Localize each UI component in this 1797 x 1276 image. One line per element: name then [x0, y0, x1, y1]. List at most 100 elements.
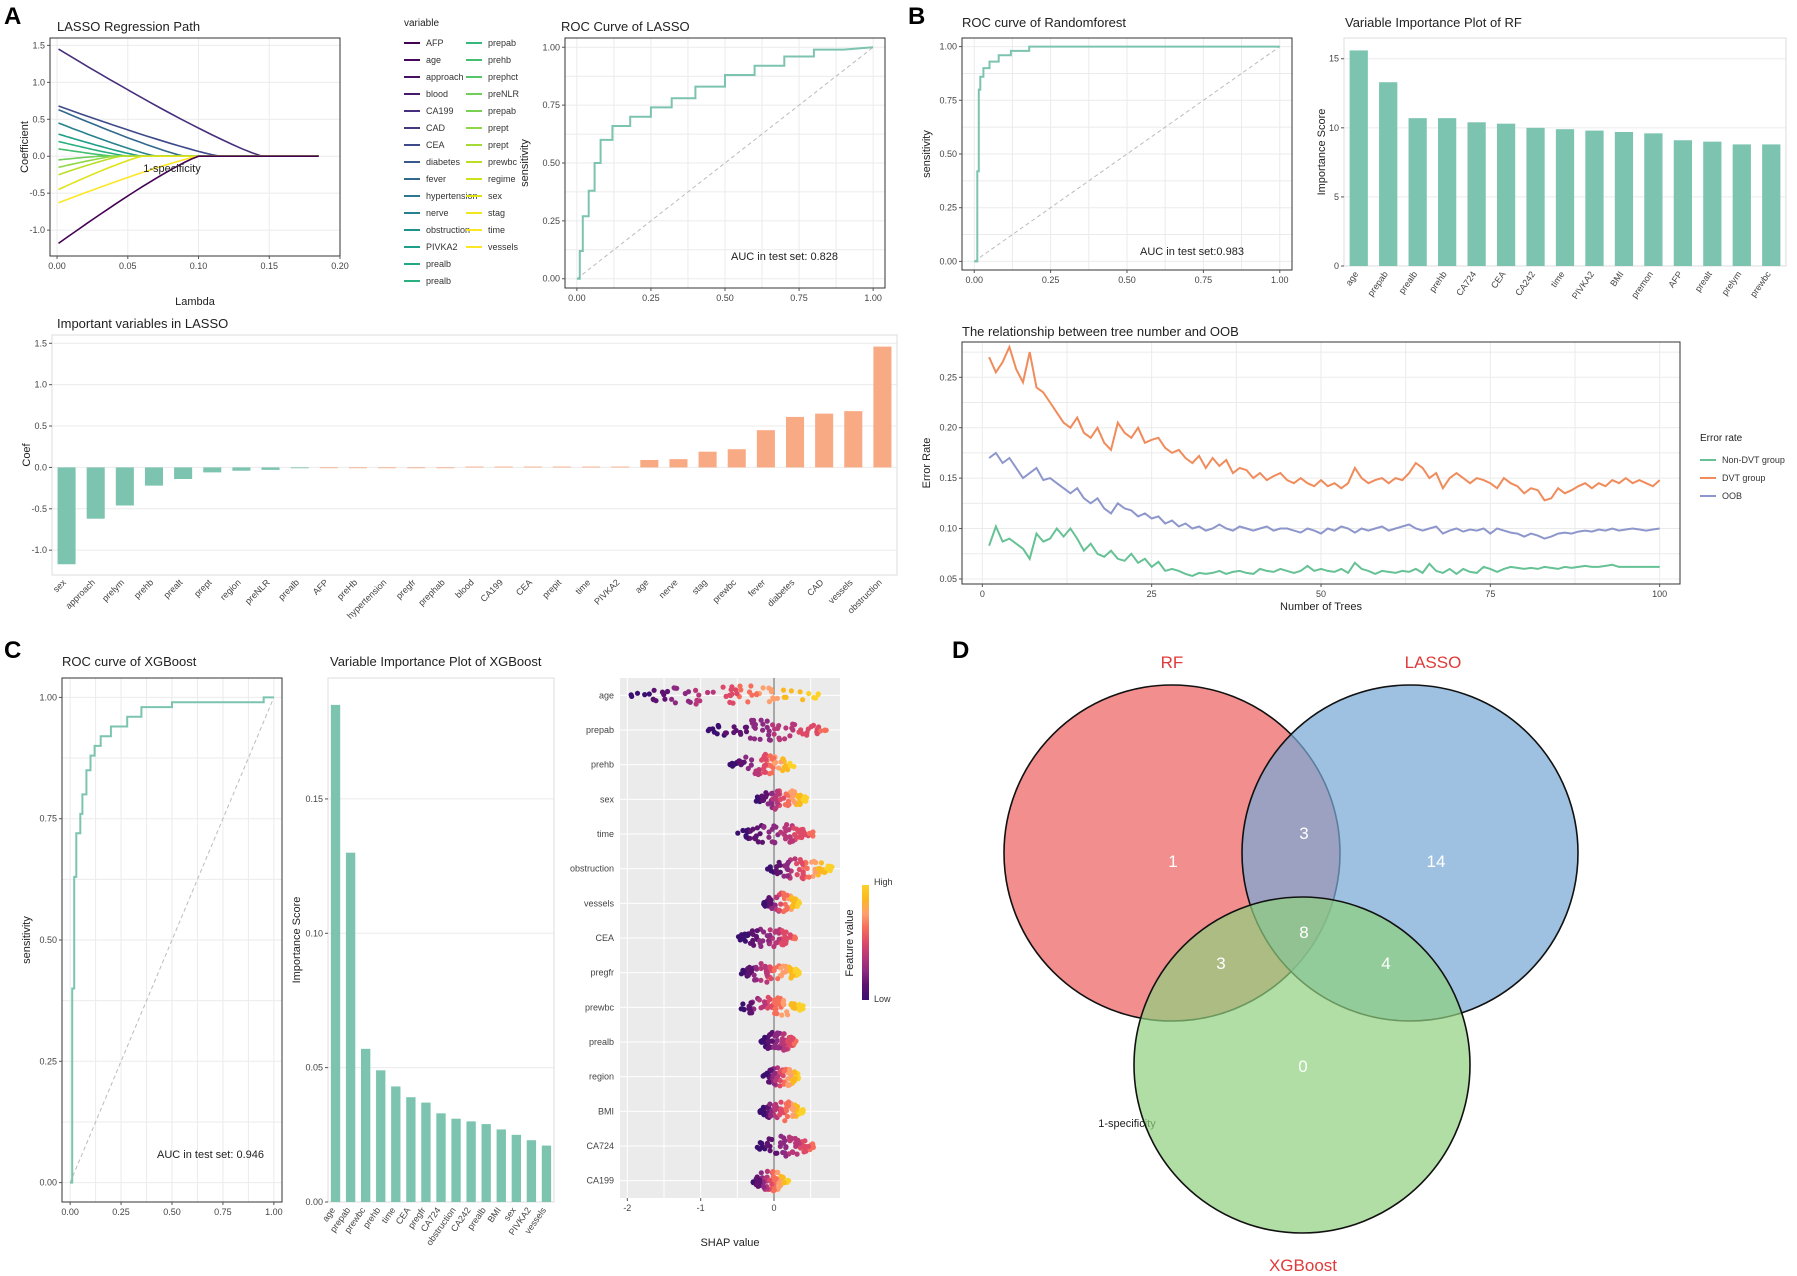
shap-point	[818, 860, 825, 866]
y-tick-label: 1.00	[939, 42, 957, 52]
shap-point	[792, 1069, 798, 1075]
bar	[466, 1121, 476, 1202]
shap-point	[661, 692, 667, 698]
panel-label-a: A	[4, 3, 21, 30]
x-tick-label: vessels	[826, 577, 855, 606]
shap-point	[777, 1112, 783, 1118]
error-rate-line	[988, 344, 1661, 502]
y-tick-label: 0	[1334, 261, 1339, 271]
x-tick-label: age	[1344, 269, 1361, 287]
shap-point	[756, 997, 763, 1003]
shap-point	[747, 735, 754, 741]
chart-title: ROC curve of Randomforest	[962, 15, 1126, 30]
y-axis-label: Coef	[21, 442, 33, 466]
x-axis-label: 1-specificity	[1098, 1118, 1156, 1130]
feature-label: region	[589, 1072, 614, 1082]
error-rate-line	[988, 451, 1660, 540]
legend-label: Non-DVT group	[1722, 455, 1785, 465]
shap-point	[748, 1000, 755, 1006]
bar	[640, 459, 659, 468]
shap-point	[779, 1012, 785, 1018]
bar	[523, 466, 542, 468]
bar	[785, 416, 805, 468]
bar	[582, 466, 601, 468]
shap-point	[780, 1000, 786, 1006]
error-rate-line	[988, 523, 1660, 577]
shap-point	[772, 840, 778, 846]
shap-point	[762, 899, 768, 906]
shap-point	[782, 825, 788, 831]
shap-point	[766, 896, 772, 902]
x-tick-label: prewbc	[1748, 269, 1773, 299]
shap-point	[790, 904, 796, 910]
legend-label: obstruction	[426, 225, 470, 235]
x-tick-label: prepab	[1366, 269, 1390, 298]
shap-point	[777, 1143, 783, 1149]
colorbar-high-label: High	[874, 877, 893, 887]
shap-point	[822, 727, 828, 734]
bar	[261, 467, 280, 470]
x-tick-label: time	[573, 577, 592, 596]
bar	[698, 451, 717, 468]
y-axis-label: sensitivity	[21, 916, 33, 964]
shap-point	[783, 725, 789, 731]
shap-point	[797, 1007, 803, 1013]
shap-summary-chart: age prepab prehb sex time obstruction vessels C…	[570, 678, 893, 1249]
y-tick-label: 10	[1329, 123, 1339, 133]
shap-point	[771, 1102, 778, 1108]
shap-point	[774, 1037, 780, 1044]
x-tick-label: CA199	[479, 577, 506, 604]
x-tick-label: 0.00	[61, 1207, 79, 1217]
feature-label: obstruction	[570, 864, 614, 874]
bar	[873, 346, 892, 468]
bar	[1732, 144, 1751, 266]
shap-point	[739, 932, 745, 938]
x-tick-label: prephab	[416, 577, 446, 607]
shap-point	[777, 796, 784, 803]
shap-point	[799, 860, 805, 866]
y-axis-label: Error Rate	[921, 438, 933, 489]
shap-point	[780, 970, 786, 976]
shap-point	[773, 1078, 779, 1084]
shap-point	[781, 694, 787, 700]
shap-point	[800, 797, 806, 803]
x-tick-label: 0.50	[716, 293, 734, 303]
shap-point	[772, 1010, 778, 1017]
shap-point	[788, 975, 794, 981]
y-tick-label: 0.5	[34, 421, 47, 431]
y-tick-label: 0.5	[32, 114, 45, 124]
y-tick-label: 0.50	[542, 158, 560, 168]
y-axis-label: sensitivity	[921, 130, 933, 178]
shap-point	[798, 1145, 804, 1151]
shap-point	[769, 1136, 775, 1143]
shap-point	[776, 765, 782, 771]
shap-point	[782, 1118, 788, 1124]
x-tick-label: CA724	[1454, 269, 1478, 297]
lasso-path-chart: 0.00 0.05 0.10 0.15 0.20 -1.0 -0.5 0.0 0.5 1.0 1.5…	[19, 19, 349, 308]
legend-label: approach	[426, 72, 464, 82]
legend-label: AFP	[426, 38, 444, 48]
x-tick-label: -1	[697, 1203, 705, 1213]
x-tick-label: 0.05	[119, 261, 137, 271]
bar	[669, 459, 688, 468]
shap-point	[771, 943, 777, 950]
auc-annotation: AUC in test set: 0.946	[157, 1149, 264, 1161]
shap-point	[772, 760, 778, 767]
oob-chart: 0 25 50 75 100 0.05 0.10 0.15 0.20 0.25 The relati…	[921, 324, 1785, 613]
feature-label: time	[597, 829, 614, 839]
shap-point	[779, 928, 785, 934]
bar	[421, 1102, 431, 1202]
legend-label: regime	[488, 174, 516, 184]
shap-point	[759, 839, 766, 845]
feature-label: prealb	[589, 1037, 614, 1047]
importance-xgb-chart: ageprepabprewbcprehbtimeCEApregfrCA724ob…	[291, 654, 555, 1247]
shap-point	[780, 908, 787, 915]
panel-label-c: C	[4, 637, 21, 664]
lasso-path-line	[58, 155, 319, 191]
feature-label: age	[599, 690, 614, 700]
legend-label: nerve	[426, 208, 449, 218]
x-tick-label: 25	[1147, 589, 1157, 599]
x-tick-label: age	[633, 577, 651, 595]
x-tick-label: prelym	[100, 577, 126, 603]
shap-point	[761, 824, 767, 830]
